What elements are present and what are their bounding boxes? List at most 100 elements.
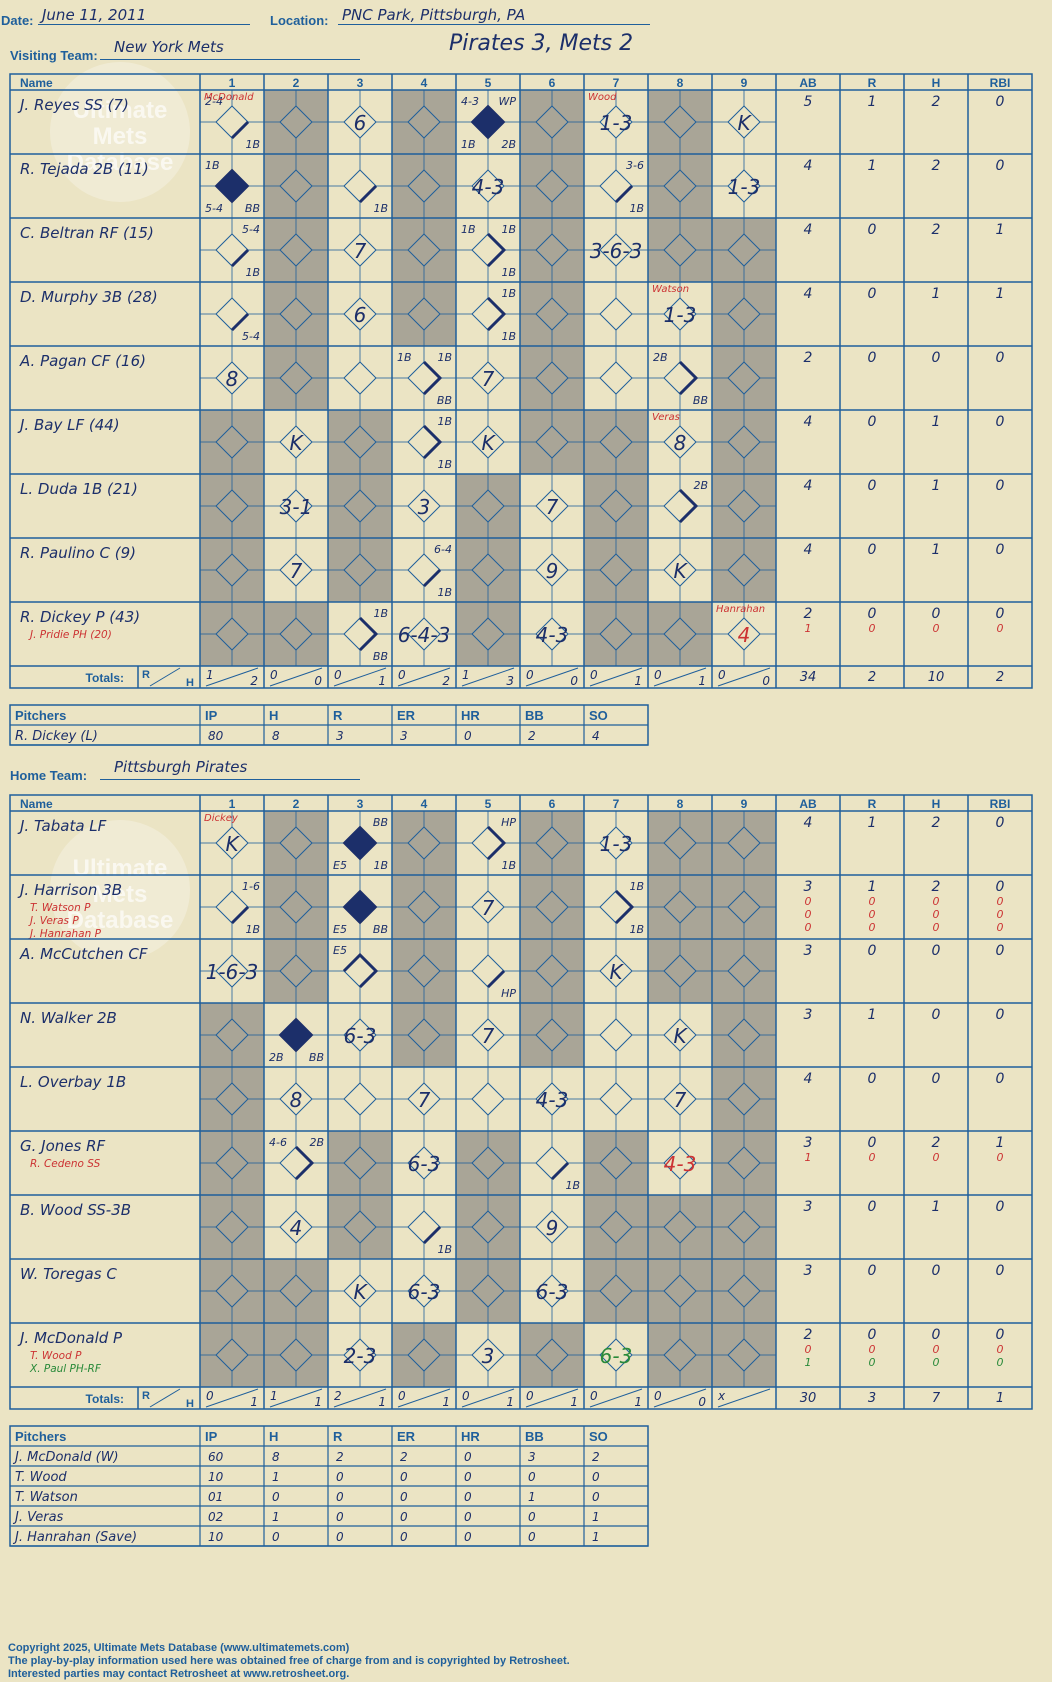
play-result: 4	[738, 623, 751, 647]
play-result: 9	[546, 1216, 559, 1240]
batting-stat: 1	[932, 478, 941, 494]
pitcher-column-header: BB	[525, 1429, 544, 1444]
copyright-line: Copyright 2025, Ultimate Mets Database (…	[8, 1642, 350, 1654]
player-name: D. Murphy 3B (28)	[20, 288, 158, 306]
grid-border	[9, 794, 1033, 1410]
inning-runs: 1	[206, 668, 214, 682]
total-stat: 34	[800, 670, 817, 685]
totals-slash	[269, 1388, 323, 1408]
diamond	[599, 169, 633, 203]
pitching-stat: 8	[272, 1450, 280, 1464]
column-header: 6	[549, 76, 556, 90]
inning-hits: 0	[698, 1395, 706, 1409]
play-result: K	[481, 431, 496, 455]
play-result: K	[609, 960, 624, 984]
pitching-stat: 0	[592, 1470, 600, 1484]
column-header: AB	[799, 76, 817, 90]
basepath	[486, 825, 507, 861]
batting-stat: 5	[804, 94, 813, 110]
play-result: 1-3	[600, 832, 633, 856]
inning-runs: 1	[462, 668, 470, 682]
play-result: 1-3	[600, 111, 633, 135]
diamond	[215, 105, 249, 139]
totals-slash	[717, 1388, 771, 1408]
basepath	[358, 184, 378, 204]
substitute-name: T. Watson P	[30, 902, 91, 914]
basepath	[422, 360, 443, 396]
pitching-stat: 8	[272, 729, 280, 743]
scored-run	[470, 104, 506, 140]
basepath	[230, 905, 250, 925]
play-note: BB	[437, 394, 452, 407]
batting-stat: 1	[868, 815, 877, 831]
basepath	[614, 184, 634, 204]
column-header: 2	[293, 76, 300, 90]
totals-slash	[525, 667, 579, 687]
pitcher-name: J. McDonald (W)	[12, 1450, 119, 1465]
batting-stat: 1	[868, 158, 877, 174]
player-name: R. Paulino C (9)	[20, 544, 136, 562]
diamond	[599, 361, 633, 395]
inning-hits: 1	[570, 1395, 578, 1409]
totals-slash	[205, 1388, 259, 1408]
pitcher-column-header: IP	[205, 1429, 218, 1444]
batting-stat: 0	[932, 606, 941, 622]
pitching-stat: 0	[272, 1490, 280, 1504]
batting-stat: 2	[804, 1327, 813, 1343]
basepath	[614, 889, 635, 925]
inning-runs: 0	[270, 668, 278, 682]
batting-stat: 0	[996, 350, 1005, 366]
batting-stat: 0	[996, 158, 1005, 174]
batting-stat: 1	[996, 222, 1005, 238]
batting-stat: 0	[869, 921, 876, 934]
inning-hits: 1	[506, 1395, 514, 1409]
substitute-name: J. Veras P	[28, 915, 79, 927]
inning-hits: 1	[698, 674, 706, 688]
pitching-stat: 0	[400, 1510, 408, 1524]
column-header: Name	[20, 76, 53, 90]
play-result: 3	[418, 495, 431, 519]
play-note: 1B	[437, 415, 452, 428]
watermark-logo: Ultimate Mets Database	[50, 820, 190, 960]
play-note: BB	[693, 394, 708, 407]
batting-stat: 4	[804, 815, 813, 831]
play-note: 1B	[205, 159, 220, 172]
pitching-stat: 10	[208, 1530, 224, 1544]
column-header: RBI	[990, 76, 1011, 90]
total-stat: 30	[800, 1391, 817, 1406]
batting-stat: 1	[932, 542, 941, 558]
column-header: AB	[799, 797, 817, 811]
pitcher-column-header: R	[333, 708, 343, 723]
total-stat: 2	[996, 670, 1004, 685]
batting-stat: 0	[932, 1263, 941, 1279]
play-result: 1-6-3	[206, 960, 259, 984]
column-header: 5	[485, 76, 492, 90]
play-note: 1B	[373, 859, 388, 872]
batting-stat: 1	[932, 414, 941, 430]
batting-stat: 4	[804, 414, 813, 430]
column-header: 8	[677, 76, 684, 90]
column-header: Name	[20, 797, 53, 811]
column-header: 1	[229, 76, 236, 90]
diamond	[663, 489, 697, 523]
play-note: 2-4	[205, 95, 223, 108]
total-stat: 2	[868, 670, 876, 685]
pitching-stat: 01	[208, 1490, 223, 1504]
pitching-stat: 0	[400, 1470, 408, 1484]
batting-stat: 0	[933, 895, 940, 908]
batting-stat: 0	[933, 1151, 940, 1164]
diamond	[599, 1018, 633, 1052]
total-stat: 7	[932, 1391, 941, 1406]
batting-stat: 0	[996, 1263, 1005, 1279]
player-name: G. Jones RF	[20, 1137, 106, 1155]
pitching-stat: 0	[464, 729, 472, 743]
play-result: 6-4-3	[398, 623, 451, 647]
play-note: 2B	[653, 351, 668, 364]
batting-stat: 3	[804, 1007, 813, 1023]
inning-runs: 0	[526, 1389, 534, 1403]
batting-stat: 3	[804, 943, 813, 959]
totals-slash	[589, 1388, 643, 1408]
play-result: 6-3	[408, 1152, 441, 1176]
play-note: 1B	[629, 202, 644, 215]
column-header: R	[868, 797, 877, 811]
